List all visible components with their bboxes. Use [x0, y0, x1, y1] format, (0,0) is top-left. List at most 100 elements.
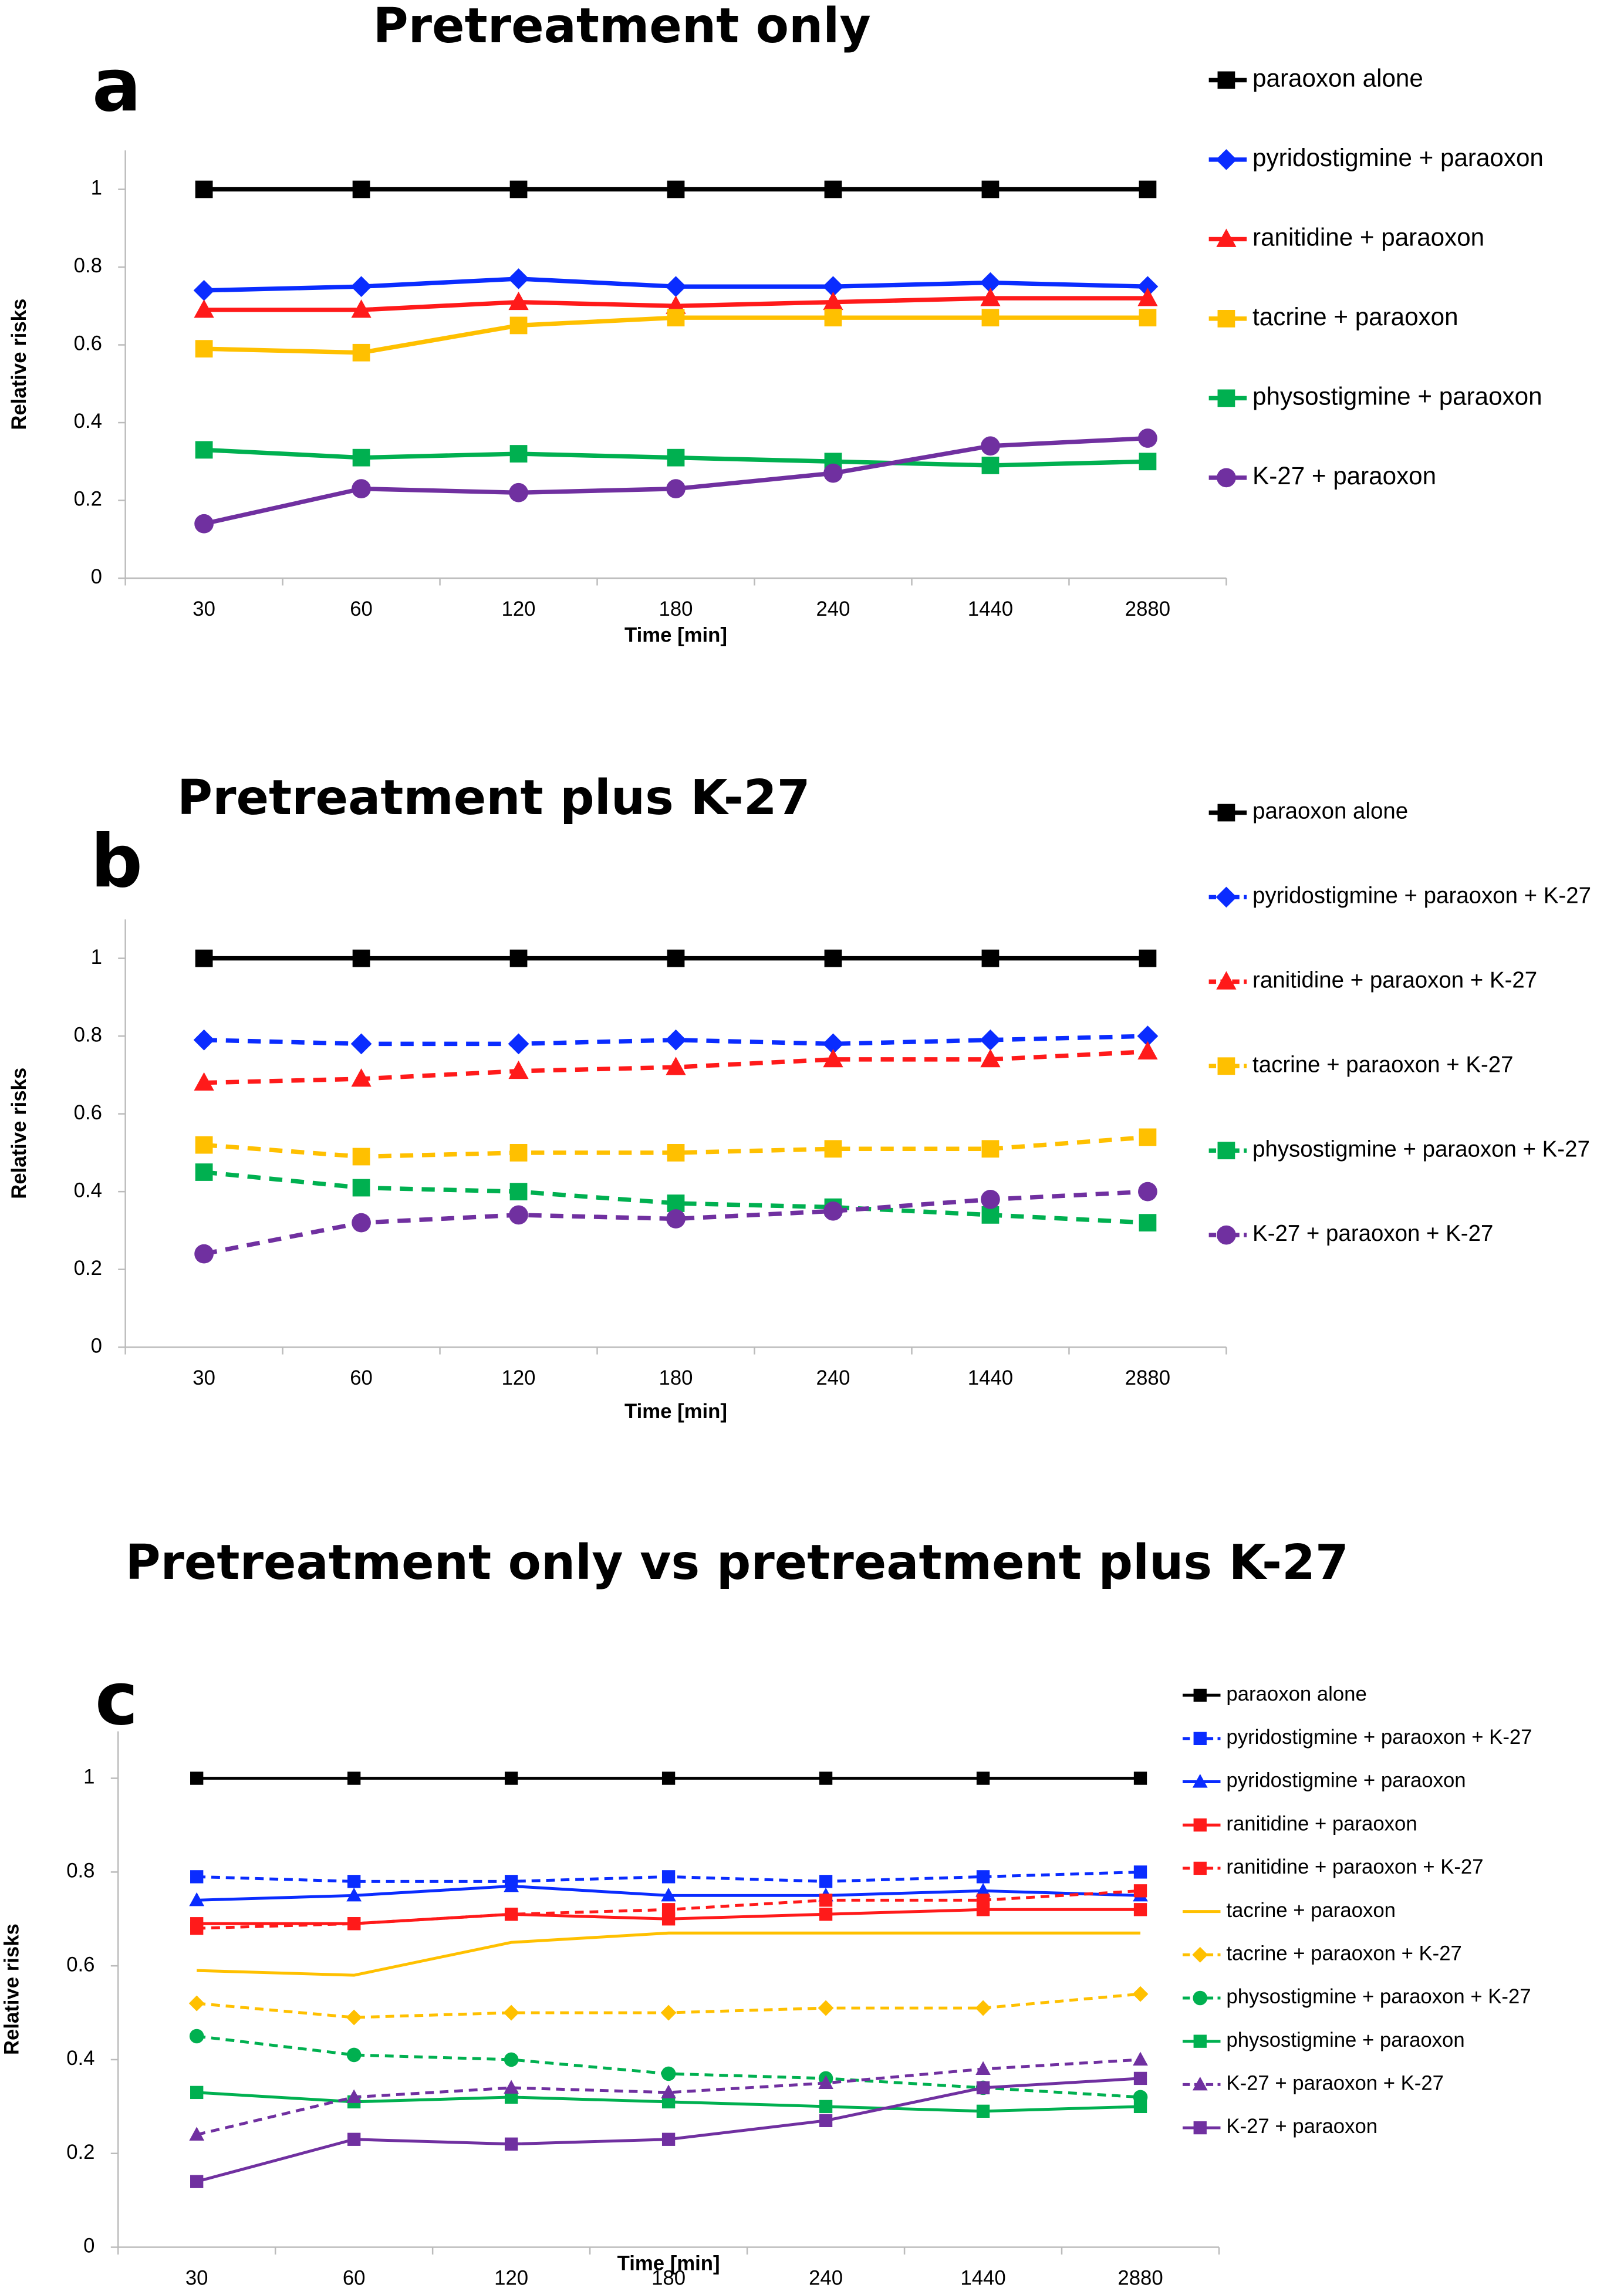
legend-marker — [1217, 389, 1235, 407]
marker — [980, 1049, 1001, 1068]
marker — [1132, 1986, 1149, 2002]
marker — [1138, 428, 1157, 448]
legend-marker — [1216, 228, 1237, 247]
legend-label: ranitidine + paraoxon — [1226, 1813, 1417, 1835]
legend-marker — [1216, 886, 1237, 908]
marker — [351, 299, 372, 318]
legend-marker — [1193, 1732, 1207, 1746]
x-tick-label: 180 — [659, 1367, 693, 1389]
marker — [509, 482, 528, 502]
marker — [190, 2085, 204, 2100]
marker — [1133, 1865, 1147, 1879]
y-tick-label: 0.6 — [66, 1953, 94, 1976]
x-tick-label: 120 — [494, 2267, 528, 2288]
legend-marker — [1193, 2034, 1207, 2048]
legend-label: tacrine + paraoxon + K-27 — [1252, 1052, 1513, 1077]
marker — [509, 1183, 528, 1201]
marker — [189, 2127, 205, 2141]
legend-marker — [1217, 1057, 1235, 1075]
marker — [195, 441, 213, 459]
panel-label: b — [90, 819, 143, 904]
marker — [352, 1213, 371, 1233]
chart: Pretreatment only vs pretreatment plus K… — [1, 1535, 1532, 2288]
x-tick-label: 60 — [343, 2267, 366, 2288]
marker — [981, 1140, 1000, 1158]
marker — [819, 2114, 833, 2127]
y-tick-label: 0 — [91, 566, 102, 588]
x-tick-label: 2880 — [1117, 2267, 1163, 2288]
legend-label: tacrine + paraoxon — [1226, 1899, 1396, 1922]
marker — [981, 1206, 1000, 1224]
y-tick-label: 0.2 — [74, 488, 102, 511]
marker — [504, 1908, 518, 1921]
marker — [504, 1771, 518, 1785]
y-tick-label: 0.6 — [74, 1102, 102, 1124]
marker — [980, 272, 1001, 293]
x-tick-label: 180 — [651, 2267, 686, 2288]
marker — [350, 276, 372, 298]
marker — [189, 1892, 205, 1906]
marker — [193, 1029, 215, 1051]
marker — [666, 1209, 686, 1229]
marker — [823, 291, 843, 311]
y-tick-label: 0.8 — [66, 1860, 94, 1882]
chart-title: Pretreatment only vs pretreatment plus K… — [126, 1535, 1349, 1591]
y-axis-title: Relative risks — [8, 1068, 31, 1199]
marker — [976, 2081, 990, 2095]
legend-label: K-27 + paraoxon + K-27 — [1226, 2073, 1444, 2095]
x-tick-label: 30 — [185, 2267, 208, 2288]
x-tick-label: 30 — [193, 598, 215, 620]
x-tick-label: 1440 — [968, 1367, 1013, 1389]
marker — [193, 279, 215, 301]
series-line — [197, 1931, 1141, 1977]
marker — [194, 1072, 214, 1091]
marker — [194, 299, 214, 318]
marker — [352, 343, 370, 362]
marker — [347, 2132, 361, 2146]
legend-marker — [1193, 1688, 1207, 1702]
legend-label: pyridostigmine + paraoxon — [1252, 144, 1544, 171]
marker — [1133, 2071, 1147, 2085]
marker — [509, 316, 528, 335]
legend-marker — [1217, 310, 1235, 328]
legend-marker — [1216, 149, 1237, 170]
marker — [661, 2066, 676, 2081]
legend-marker — [1216, 971, 1237, 990]
marker — [352, 1179, 370, 1197]
marker — [508, 1033, 529, 1055]
marker — [195, 1136, 213, 1154]
legend-label: ranitidine + paraoxon — [1252, 224, 1484, 251]
legend-label: K-27 + paraoxon — [1252, 462, 1436, 490]
marker — [1133, 1771, 1147, 1785]
marker — [188, 1995, 205, 2012]
x-tick-label: 2880 — [1125, 1367, 1170, 1389]
legend-label: physostigmine + paraoxon + K-27 — [1226, 1986, 1531, 2008]
x-tick-label: 240 — [816, 598, 850, 620]
y-axis-title: Relative risks — [8, 299, 31, 430]
marker — [976, 1870, 990, 1884]
marker — [508, 268, 529, 289]
marker — [509, 1205, 528, 1225]
marker — [1139, 949, 1157, 967]
marker — [1133, 1903, 1147, 1916]
x-tick-label: 1440 — [960, 2267, 1005, 2288]
marker — [504, 2080, 519, 2094]
marker — [352, 1148, 370, 1166]
legend-marker — [1193, 1861, 1207, 1875]
marker — [981, 309, 1000, 327]
marker — [823, 1049, 843, 1068]
marker — [661, 1887, 676, 1902]
marker — [824, 1140, 842, 1158]
marker — [351, 1068, 372, 1087]
legend-marker — [1217, 1142, 1235, 1160]
legend-label: paraoxon alone — [1226, 1683, 1366, 1705]
marker — [980, 288, 1001, 306]
x-axis-title: Time [min] — [624, 624, 727, 646]
marker — [1139, 180, 1157, 198]
marker — [976, 1894, 990, 1907]
y-tick-label: 1 — [91, 946, 102, 968]
marker — [981, 436, 1000, 456]
marker — [661, 2095, 676, 2109]
